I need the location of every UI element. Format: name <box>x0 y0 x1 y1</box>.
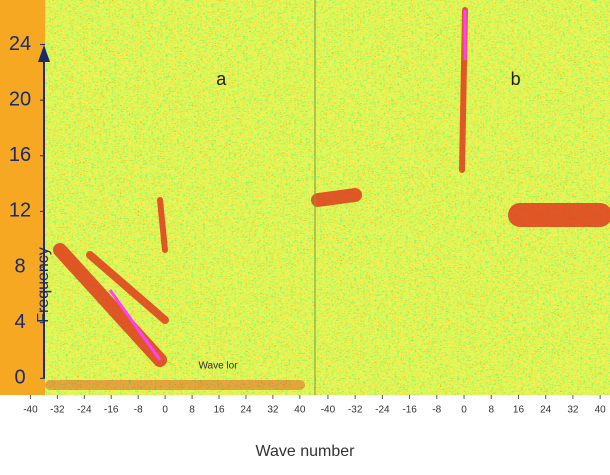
x-tick-label: 8 <box>488 405 494 416</box>
x-tick-label: 32 <box>267 405 279 416</box>
x-tick-label: -8 <box>134 405 143 416</box>
annotation: Wave lor <box>198 361 238 372</box>
x-tick-label: 24 <box>540 405 552 416</box>
x-tick-label: 32 <box>567 405 579 416</box>
x-tick-label: 16 <box>513 405 525 416</box>
y-tick-label: 0 <box>14 367 25 389</box>
x-tick-label: -32 <box>50 405 65 416</box>
y-tick-label: 16 <box>9 144 31 166</box>
x-tick-label: 0 <box>162 405 168 416</box>
axis-strip <box>0 0 45 395</box>
x-tick-label: -8 <box>432 405 441 416</box>
x-tick-label: -24 <box>375 405 390 416</box>
x-tick-label: 24 <box>240 405 252 416</box>
panel-label: b <box>511 69 521 89</box>
y-tick-label: 20 <box>9 88 31 110</box>
y-tick-label: 24 <box>9 33 31 55</box>
x-tick-label: -24 <box>77 405 92 416</box>
y-axis-label: Frequency <box>35 247 52 323</box>
x-tick-label: 8 <box>189 405 195 416</box>
x-tick-label: -40 <box>23 405 38 416</box>
y-tick-label: 8 <box>14 255 25 277</box>
x-tick-label: -16 <box>104 405 119 416</box>
x-tick-label: -16 <box>402 405 417 416</box>
x-axis-label: Wave number <box>256 443 356 460</box>
x-tick-label: 16 <box>213 405 225 416</box>
x-tick-label: 40 <box>595 405 607 416</box>
y-tick-label: 12 <box>9 200 31 222</box>
streak-core <box>108 289 162 361</box>
x-tick-label: 0 <box>461 405 467 416</box>
x-tick-label: 40 <box>294 405 306 416</box>
panel-label: a <box>216 69 227 89</box>
y-arrowhead <box>38 45 50 62</box>
y-tick-label: 4 <box>14 311 25 333</box>
x-tick-label: -40 <box>321 405 336 416</box>
x-tick-label: -32 <box>348 405 363 416</box>
